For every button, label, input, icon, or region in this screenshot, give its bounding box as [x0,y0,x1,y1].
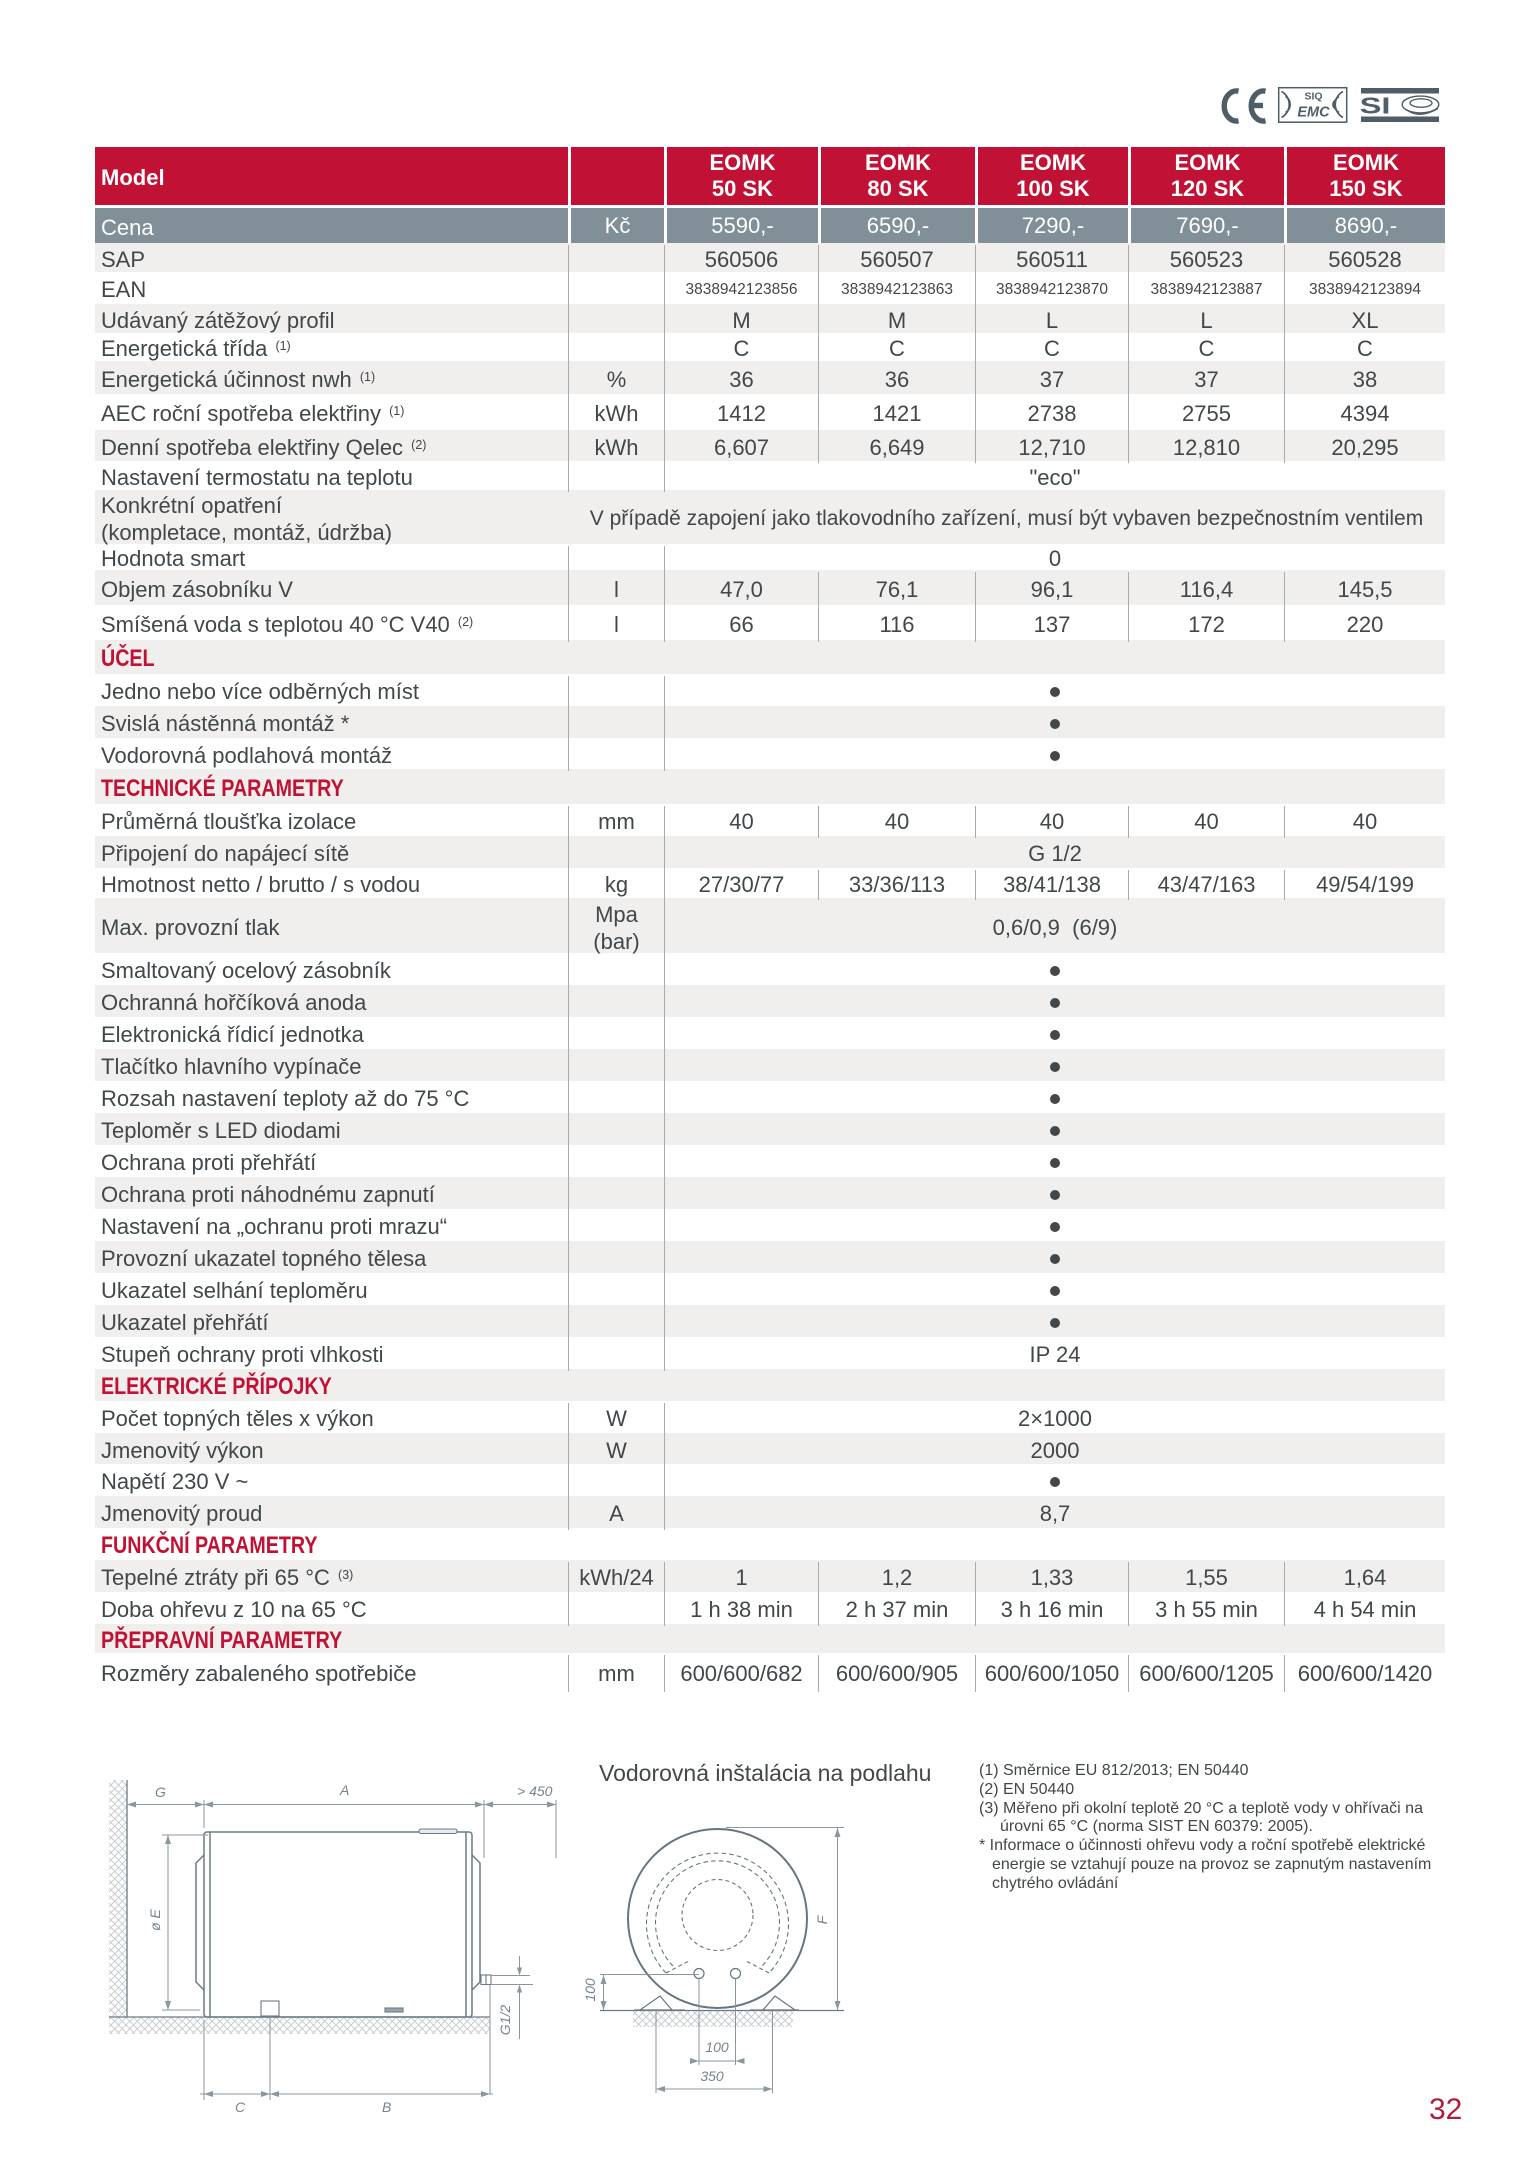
svg-text:B: B [382,2099,391,2115]
svg-text:350: 350 [700,2068,724,2084]
svg-text:100: 100 [705,2039,729,2055]
svg-text:A: A [339,1782,349,1798]
svg-text:C: C [235,2099,246,2115]
svg-text:SI: SI [1360,92,1391,118]
svg-text:G: G [155,1784,166,1800]
svg-text:G1/2: G1/2 [497,2005,513,2036]
svg-text:EMC: EMC [1297,105,1330,121]
svg-text:> 450: > 450 [517,1783,553,1799]
svg-text:SIQ: SIQ [1304,91,1322,103]
svg-text:ø E: ø E [147,1908,163,1930]
svg-text:F: F [814,1914,830,1924]
svg-text:100: 100 [582,1978,598,2002]
